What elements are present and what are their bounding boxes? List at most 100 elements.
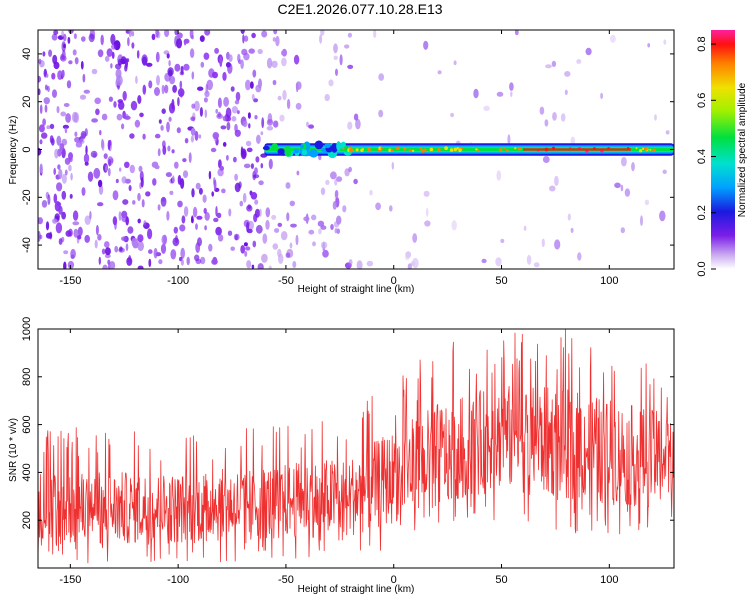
- spectrogram-noise-cell: [63, 250, 69, 255]
- spectrogram-noise-cell: [141, 199, 145, 208]
- spectrogram-peak-cell: [360, 148, 364, 152]
- spectrogram-peak-cell: [502, 147, 505, 150]
- spectrogram-noise-cell: [116, 75, 123, 86]
- spectrogram-noise-cell: [194, 254, 200, 262]
- spectrogram-noise-cell: [53, 193, 58, 204]
- spectrogram-noise-cell: [366, 260, 374, 267]
- snr-x-ticks: -150 -100 -50 0 50 100: [59, 329, 619, 586]
- spectrogram-noise-cell: [38, 124, 45, 133]
- spectrogram-noise-cell: [108, 96, 113, 102]
- spectrogram-noise-cell: [228, 208, 232, 217]
- spectrogram-noise-cell: [137, 218, 141, 224]
- spectrogram-noise-cell: [260, 163, 264, 169]
- colorbar-tick-label: 0.6: [696, 93, 708, 108]
- spectrogram-noise-cell: [130, 100, 138, 111]
- spectrogram-noise-cell: [243, 163, 251, 169]
- spectrogram-noise-cell: [94, 239, 98, 249]
- spectrogram-noise-cell: [45, 221, 50, 231]
- spectrogram-peak-cell: [402, 147, 407, 151]
- spectrogram-noise-cell: [252, 240, 257, 248]
- spectrogram-noise-cell: [38, 88, 41, 96]
- spectrogram-noise-cell: [208, 170, 212, 180]
- spectrogram-noise-cell: [46, 125, 51, 130]
- spectrogram-peak-cell: [411, 149, 415, 152]
- spectrogram-noise-cell: [545, 64, 552, 69]
- spectrogram-peak-cell: [367, 147, 371, 152]
- spectrogram-noise-cell: [104, 247, 111, 256]
- spectrogram-noise-cell: [47, 194, 51, 206]
- spectrogram-noise-cell: [104, 253, 111, 259]
- spectrogram-noise-cell: [105, 164, 108, 172]
- spectrogram-noise-cell: [118, 211, 122, 221]
- spectrogram-noise-cell: [212, 132, 220, 140]
- spectrogram-noise-cell: [539, 106, 545, 115]
- spectrogram-noise-cell: [74, 136, 81, 143]
- x-tick-label: 100: [600, 275, 618, 287]
- spectrogram-noise-cell: [246, 205, 253, 212]
- spectrogram-noise-cell: [195, 182, 201, 190]
- spectrogram-noise-cell: [63, 261, 67, 269]
- spectrogram-noise-cell: [336, 176, 343, 182]
- spectrogram-noise-cell: [155, 30, 159, 38]
- spectrogram-noise-cell: [271, 214, 277, 220]
- spectrogram-noise-cell: [257, 48, 263, 55]
- spectrogram-noise-cell: [266, 57, 273, 69]
- spectrogram-noise-cell: [620, 184, 624, 192]
- spectrogram-noise-cell: [74, 57, 79, 65]
- spectrogram-noise-cell: [166, 210, 170, 221]
- spectrogram-noise-cell: [68, 30, 74, 34]
- spectrogram-noise-cell: [230, 246, 235, 251]
- spectrogram-noise-cell: [70, 172, 73, 181]
- spectrogram-peak-cell: [506, 148, 509, 152]
- spectrogram-noise-cell: [320, 187, 326, 196]
- spectrogram-noise-cell: [101, 113, 108, 121]
- spectrogram-noise-cell: [138, 165, 143, 172]
- spectrogram-noise-cell: [116, 113, 123, 121]
- spectrogram-noise-cell: [68, 60, 73, 65]
- spectrogram-noise-cell: [610, 34, 616, 43]
- spectrogram-noise-cell: [160, 197, 166, 202]
- spectrogram-noise-cell: [140, 177, 144, 188]
- spectrogram-noise-cell: [320, 30, 325, 36]
- spectrogram-noise-cell: [155, 51, 160, 63]
- spectrogram-noise-cell: [211, 191, 214, 197]
- spectrogram-noise-cell: [84, 215, 91, 225]
- spectrogram-noise-cell: [194, 100, 200, 112]
- spectrogram-noise-cell: [303, 216, 310, 222]
- spectrogram-peak-cell: [456, 147, 459, 150]
- spectrogram-peak-cell: [652, 148, 656, 152]
- spectrogram-noise-cell: [577, 252, 582, 261]
- spectrogram-noise-cell: [250, 192, 258, 200]
- spectrogram-noise-cell: [227, 62, 233, 74]
- spectrogram-noise-cell: [614, 182, 621, 189]
- spectrogram-noise-cell: [158, 119, 162, 124]
- spectrogram-noise-cell: [215, 108, 218, 114]
- spectrogram-noise-cell: [62, 124, 69, 129]
- spectrogram-noise-cell: [113, 101, 117, 108]
- spectrogram-noise-cell: [230, 86, 235, 92]
- spectrogram-noise-cell: [115, 178, 119, 184]
- spectrogram-noise-cell: [88, 33, 95, 43]
- spectrogram-noise-cell: [252, 69, 257, 78]
- spectrogram-noise-cell: [275, 35, 280, 47]
- spectrogram-noise-cell: [253, 174, 260, 179]
- spectrogram-noise-cell: [194, 130, 199, 141]
- spectrogram-noise-cell: [59, 143, 65, 151]
- spectrogram-noise-cell: [245, 246, 251, 251]
- x-tick-label: 0: [391, 574, 397, 586]
- spectrogram-noise-cell: [167, 145, 171, 152]
- spectrogram-noise-cell: [203, 97, 208, 103]
- spectrogram-noise-cell: [342, 205, 347, 213]
- spectrogram-noise-cell: [90, 150, 98, 158]
- spectrogram-noise-cell: [137, 192, 141, 202]
- spectrogram-noise-cell: [219, 56, 223, 68]
- spectrogram-noise-cell: [325, 179, 330, 185]
- spectrogram-noise-cell: [217, 168, 224, 177]
- spectrogram-noise-cell: [152, 178, 157, 186]
- spectrogram-noise-cell: [128, 30, 132, 38]
- spectrogram-noise-cell: [126, 257, 133, 266]
- spectrogram-noise-cell: [318, 154, 322, 161]
- spectrogram-noise-cell: [190, 116, 196, 122]
- spectrogram-noise-cell: [191, 34, 194, 40]
- spectrogram-noise-cell: [266, 126, 274, 131]
